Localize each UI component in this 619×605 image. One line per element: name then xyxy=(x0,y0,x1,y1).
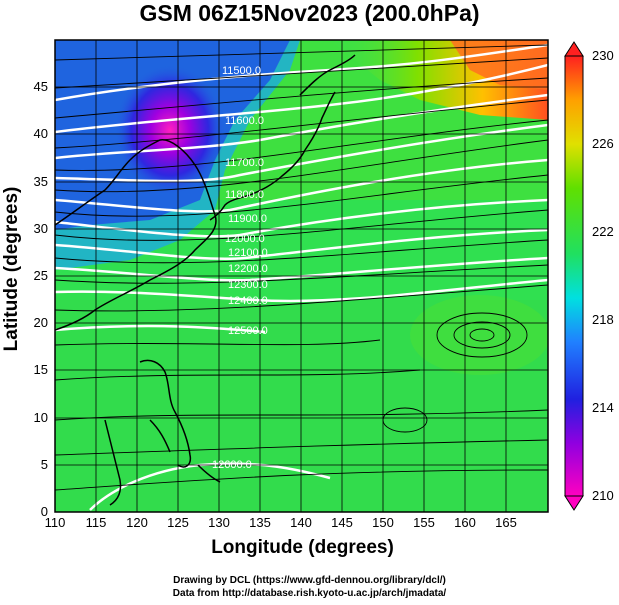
contour-labels: 11500.0 11600.0 11700.0 11800.0 11900.0 … xyxy=(212,65,268,471)
contour-label-12400: 12400.0 xyxy=(228,295,268,307)
x-axis-title: Longitude (degrees) xyxy=(211,537,394,558)
x-tick-label: 150 xyxy=(372,515,394,530)
x-tick-label: 160 xyxy=(454,515,476,530)
credit-drawing: Drawing by DCL (https://www.gfd-dennou.o… xyxy=(173,575,446,586)
colorbar-tick-label: 218 xyxy=(592,312,614,327)
colorbar-tick-label: 226 xyxy=(592,136,614,151)
contour-label-11800: 11800.0 xyxy=(225,189,264,201)
y-tick-label: 40 xyxy=(34,126,48,141)
contour-label-11600: 11600.0 xyxy=(225,115,264,127)
x-tick-label: 165 xyxy=(495,515,517,530)
contour-label-12000: 12000.0 xyxy=(225,233,265,245)
height-contours xyxy=(55,43,548,511)
y-axis-title: Latitude (degrees) xyxy=(1,186,22,352)
colorbar: 210 214 218 222 226 230 xyxy=(564,41,614,511)
contour-label-12300: 12300.0 xyxy=(228,279,268,291)
contour-label-12200: 12200.0 xyxy=(228,263,268,275)
x-tick-labels: 110 115 120 125 130 135 140 145 150 155 … xyxy=(45,515,517,530)
colorbar-max-arrow xyxy=(564,41,584,57)
plot-frame xyxy=(54,39,549,513)
y-tick-label: 15 xyxy=(34,362,48,377)
contour-label-11900: 11900.0 xyxy=(228,213,267,225)
credits: Drawing by DCL (https://www.gfd-dennou.o… xyxy=(0,574,619,600)
x-tick-label: 145 xyxy=(331,515,353,530)
y-tick-labels: 0 5 10 15 20 25 30 35 40 45 xyxy=(34,79,48,519)
colorbar-tick-label: 222 xyxy=(592,224,614,239)
contour-label-12500: 12500.0 xyxy=(228,325,268,337)
coastlines xyxy=(55,54,356,506)
grid-lines xyxy=(55,40,548,512)
contour-label-11500: 11500.0 xyxy=(222,65,261,77)
colorbar-min-arrow xyxy=(564,495,584,511)
x-tick-label: 125 xyxy=(167,515,189,530)
y-tick-label: 20 xyxy=(34,315,48,330)
contour-label-12100: 12100.0 xyxy=(228,247,268,259)
contour-label-11700: 11700.0 xyxy=(225,157,264,169)
x-tick-label: 130 xyxy=(208,515,230,530)
map-title: GSM 06Z15Nov2023 (200.0hPa) xyxy=(139,0,480,26)
x-tick-label: 140 xyxy=(290,515,312,530)
x-tick-label: 135 xyxy=(249,515,271,530)
y-tick-label: 30 xyxy=(34,221,48,236)
y-tick-label: 10 xyxy=(34,410,48,425)
y-tick-label: 45 xyxy=(34,79,48,94)
x-tick-label: 155 xyxy=(413,515,435,530)
x-tick-label: 120 xyxy=(126,515,148,530)
colorbar-tick-label: 210 xyxy=(592,488,614,503)
y-tick-label: 25 xyxy=(34,268,48,283)
y-tick-label: 5 xyxy=(41,457,48,472)
colorbar-scale xyxy=(564,55,584,497)
contour-label-12600: 12600.0 xyxy=(212,459,252,471)
credit-data-source: Data from http://database.rish.kyoto-u.a… xyxy=(172,588,447,599)
colorbar-tick-label: 230 xyxy=(592,48,614,63)
y-tick-label: 0 xyxy=(41,504,48,519)
y-tick-label: 35 xyxy=(34,174,48,189)
x-tick-label: 110 xyxy=(45,515,66,530)
x-tick-label: 115 xyxy=(86,515,107,530)
streamlines xyxy=(55,44,548,491)
colorbar-tick-label: 214 xyxy=(592,400,614,415)
